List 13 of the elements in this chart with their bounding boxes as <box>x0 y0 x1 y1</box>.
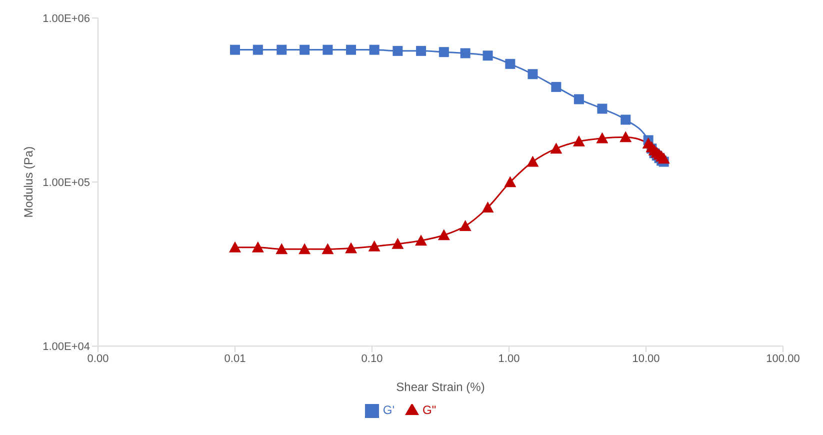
legend-label: G' <box>382 403 395 418</box>
y-tick-label: 1.00E+05 <box>42 176 90 189</box>
x-tick-label: 0.10 <box>361 352 383 365</box>
x-tick-label: 10.00 <box>632 352 660 365</box>
y-tick-label: 1.00E+04 <box>42 341 90 354</box>
x-tick-label: 1.00 <box>498 352 520 365</box>
y-axis-title: Modulus (Pa) <box>21 146 36 218</box>
y-tick-label: 1.00E+06 <box>42 12 90 25</box>
legend-label: G" <box>422 403 436 418</box>
x-tick-label: 0.00 <box>87 352 109 365</box>
x-axis-title: Shear Strain (%) <box>396 380 485 394</box>
x-tick-label: 0.01 <box>224 352 246 365</box>
x-tick-label: 100.00 <box>766 352 800 365</box>
